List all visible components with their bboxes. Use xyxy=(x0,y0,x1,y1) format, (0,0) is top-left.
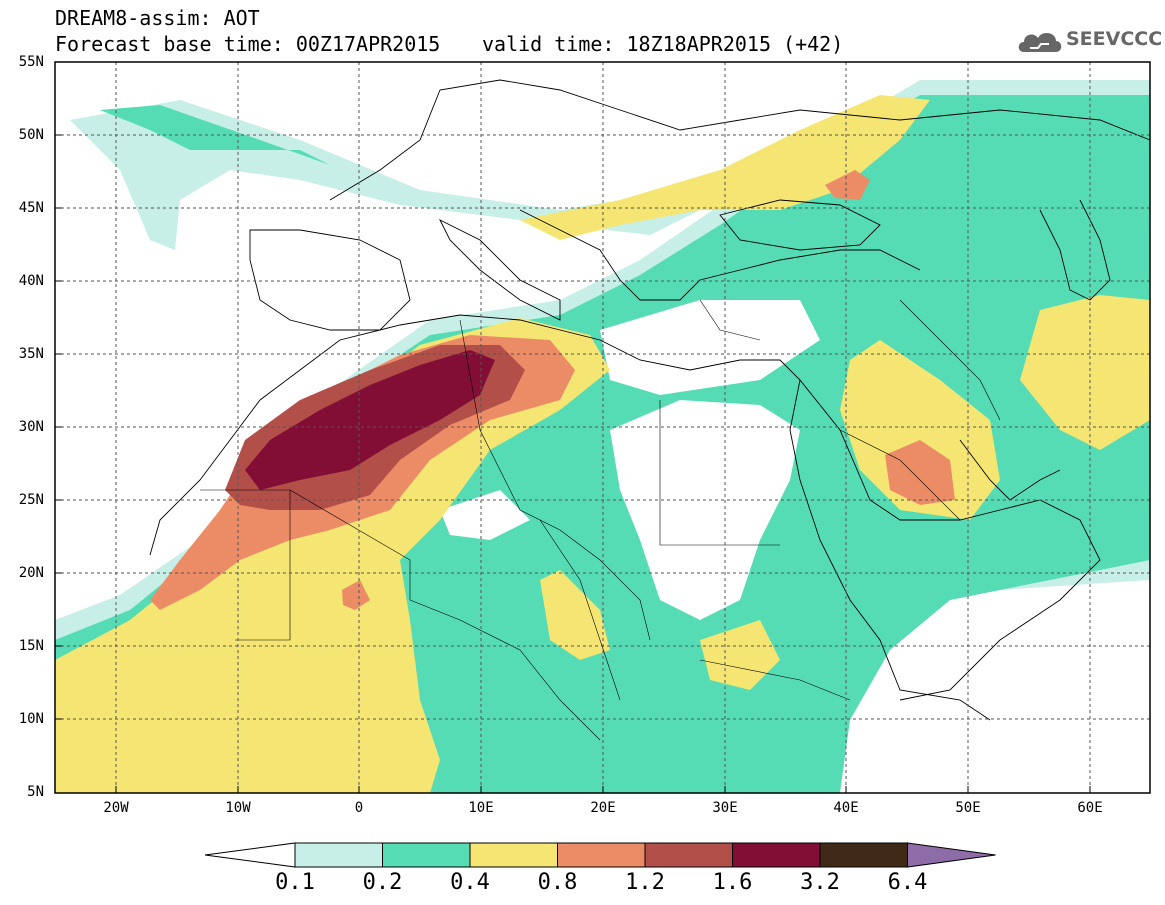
colorbar-segment xyxy=(557,842,646,868)
lon-label: 0 xyxy=(354,800,364,816)
lon-label: 30E xyxy=(712,800,738,816)
aot-band-0.4-arabia xyxy=(840,340,1000,520)
aot-gap-sahara-east xyxy=(610,400,800,620)
aot-band-0.4 xyxy=(55,318,610,793)
colorbar-segment xyxy=(732,842,821,868)
lat-label: 10N xyxy=(18,711,44,727)
lat-label: 45N xyxy=(18,200,44,216)
colorbar-segment xyxy=(294,842,383,868)
iberia-coast xyxy=(249,229,411,331)
lon-label: 20W xyxy=(103,800,129,816)
lat-label: 40N xyxy=(18,273,44,289)
colorbar-label: 1.6 xyxy=(712,870,753,895)
lat-label: 55N xyxy=(18,54,44,70)
aot-band-0.8-mali xyxy=(342,580,370,610)
logo-text: SEEVCCC xyxy=(1066,28,1163,50)
lon-label: 40E xyxy=(833,800,859,816)
colorbar-label: 6.4 xyxy=(887,870,928,895)
colorbar-label: 0.4 xyxy=(450,870,490,895)
cloud-icon xyxy=(1018,32,1062,52)
lat-label: 5N xyxy=(27,784,44,800)
black-sea-coast xyxy=(719,199,881,251)
colorbar-label: 3.2 xyxy=(800,870,840,895)
seevccc-logo: SEEVCCC xyxy=(1016,26,1162,56)
colorbar-min-arrow xyxy=(204,842,296,868)
colorbar-segment xyxy=(382,842,471,868)
aot-band-0.4-sudan xyxy=(700,620,780,690)
aot-gap-sahara-west xyxy=(440,490,530,540)
aot-band-0.4-balkans xyxy=(520,95,930,240)
caspian-coast xyxy=(1039,199,1111,301)
aot-band-0.2-north xyxy=(100,105,330,165)
lat-label: 15N xyxy=(18,638,44,654)
europe-coast xyxy=(329,79,1150,201)
lat-label: 30N xyxy=(18,419,44,435)
colorbar-segment xyxy=(469,842,558,868)
lon-label: 50E xyxy=(955,800,981,816)
lon-label: 60E xyxy=(1077,800,1103,816)
lat-label: 25N xyxy=(18,492,44,508)
colorbar-label: 0.8 xyxy=(537,870,578,895)
colorbar-label: 0.1 xyxy=(275,870,315,895)
colorbar-label: 1.2 xyxy=(625,870,665,895)
colorbar-segment xyxy=(819,842,908,868)
colorbar-label: 0.2 xyxy=(362,870,403,895)
aot-band-1.6 xyxy=(245,350,495,490)
lat-label: 35N xyxy=(18,346,44,362)
lon-label: 20E xyxy=(590,800,616,816)
map-title: DREAM8-assim: AOT xyxy=(55,6,260,30)
colorbar-segment xyxy=(644,842,733,868)
balkans-coast xyxy=(519,209,921,301)
aot-band-0.4-sahel xyxy=(540,570,610,660)
colorbar xyxy=(204,842,996,868)
lat-label: 50N xyxy=(18,127,44,143)
aot-band-0.4-iran xyxy=(1020,295,1150,450)
lon-label: 10E xyxy=(468,800,494,816)
italy-coast xyxy=(438,218,561,321)
lat-label: 20N xyxy=(18,565,44,581)
graticule xyxy=(55,62,1150,793)
aot-gap-mediterranean xyxy=(600,300,820,395)
aot-band-0.8-ukraine xyxy=(825,170,870,200)
country-borders xyxy=(200,299,1001,741)
africa-coast xyxy=(149,314,991,721)
valid-time: valid time: 18Z18APR2015 (+42) xyxy=(482,32,844,56)
lon-label: 10W xyxy=(225,800,251,816)
aot-band-0.8-arabia xyxy=(885,440,955,505)
axis-ticks xyxy=(55,134,1091,793)
colorbar-max-arrow xyxy=(907,842,996,868)
forecast-base-time: Forecast base time: 00Z17APR2015 xyxy=(55,32,441,56)
